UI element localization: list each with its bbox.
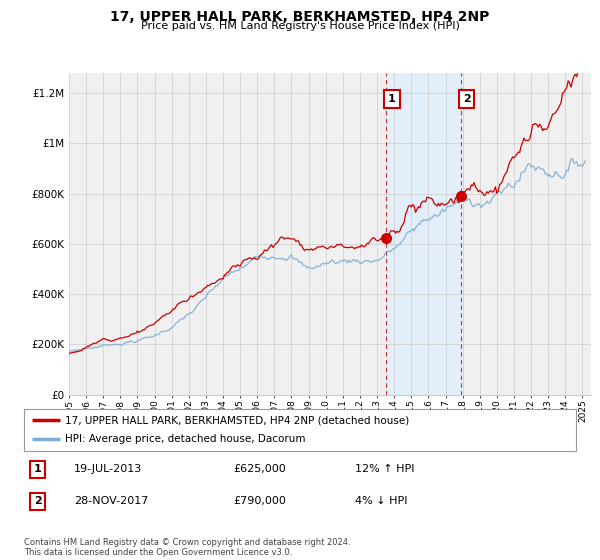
Text: £790,000: £790,000 <box>234 496 287 506</box>
Text: 1: 1 <box>388 94 396 104</box>
Text: 2: 2 <box>463 94 470 104</box>
Text: 2: 2 <box>34 496 41 506</box>
Text: 1: 1 <box>34 464 41 474</box>
Text: 28-NOV-2017: 28-NOV-2017 <box>74 496 148 506</box>
Text: 19-JUL-2013: 19-JUL-2013 <box>74 464 142 474</box>
Text: Contains HM Land Registry data © Crown copyright and database right 2024.
This d: Contains HM Land Registry data © Crown c… <box>24 538 350 557</box>
Text: £625,000: £625,000 <box>234 464 287 474</box>
Text: 4% ↓ HPI: 4% ↓ HPI <box>355 496 408 506</box>
Text: Price paid vs. HM Land Registry's House Price Index (HPI): Price paid vs. HM Land Registry's House … <box>140 21 460 31</box>
Text: 17, UPPER HALL PARK, BERKHAMSTED, HP4 2NP (detached house): 17, UPPER HALL PARK, BERKHAMSTED, HP4 2N… <box>65 415 410 425</box>
Text: 12% ↑ HPI: 12% ↑ HPI <box>355 464 415 474</box>
Text: HPI: Average price, detached house, Dacorum: HPI: Average price, detached house, Daco… <box>65 435 306 445</box>
Text: 17, UPPER HALL PARK, BERKHAMSTED, HP4 2NP: 17, UPPER HALL PARK, BERKHAMSTED, HP4 2N… <box>110 10 490 24</box>
Bar <box>386 73 461 395</box>
